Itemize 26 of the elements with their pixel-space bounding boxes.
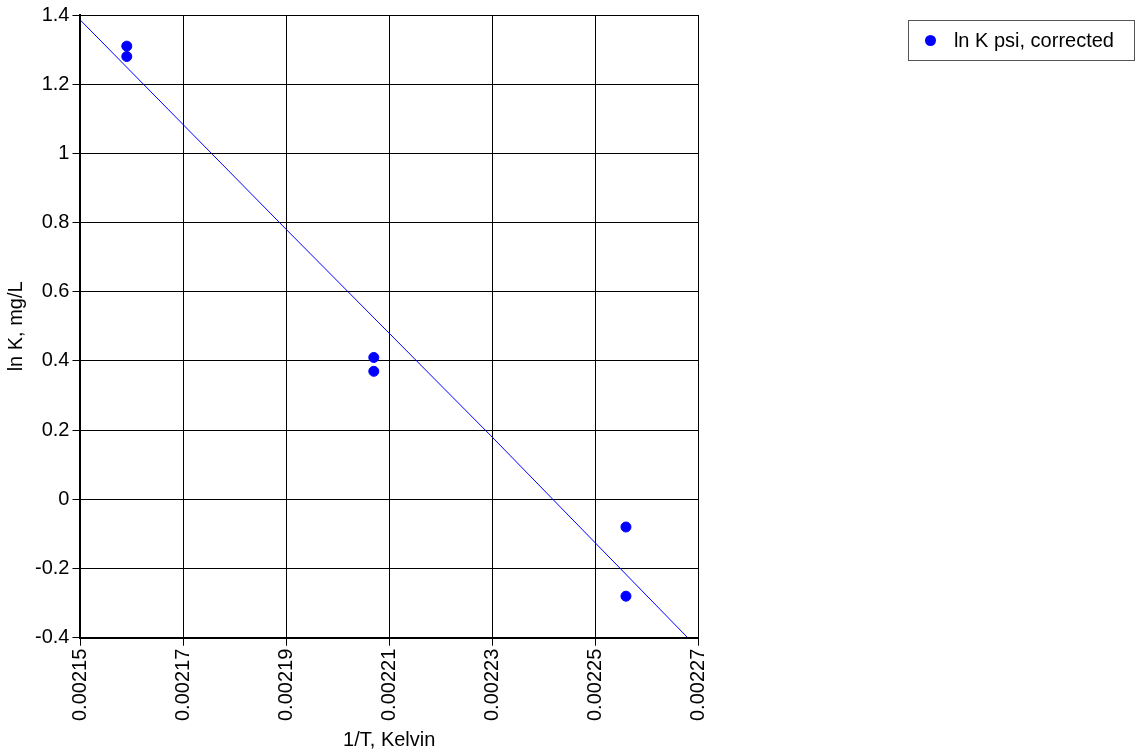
y-tick-label: 1.4	[41, 2, 70, 25]
x-tick-label: 0.00225	[582, 648, 605, 721]
y-tick-label: 0.4	[41, 348, 70, 371]
y-tick-label: 1.2	[41, 71, 70, 94]
point	[620, 521, 632, 533]
y-tick-label: 0.2	[41, 417, 70, 440]
y-tick-label: -0.2	[34, 556, 70, 579]
x-axis-title: 1/T, Kelvin	[343, 727, 436, 750]
point	[368, 351, 380, 363]
x-tick-label: 0.00223	[479, 648, 502, 721]
x-tick-label: 0.00227	[685, 648, 708, 721]
y-tick-label: -0.4	[34, 625, 70, 648]
y-tick-label: 0.6	[41, 279, 70, 302]
point	[121, 40, 133, 52]
legend-label: ln K psi, corrected	[953, 29, 1114, 52]
point	[368, 365, 380, 377]
y-tick-label: 0.8	[41, 210, 70, 233]
x-tick-label: 0.00217	[170, 648, 193, 721]
x-tick-label: 0.00221	[376, 648, 399, 721]
y-axis-title: ln K, mg/L	[3, 281, 26, 372]
y-tick-label: 1	[58, 140, 70, 163]
y-tick-label: 0	[58, 486, 70, 509]
point	[620, 590, 632, 602]
x-tick-label: 0.00219	[273, 648, 296, 721]
x-tick-label: 0.00215	[67, 648, 90, 721]
point	[121, 51, 133, 63]
